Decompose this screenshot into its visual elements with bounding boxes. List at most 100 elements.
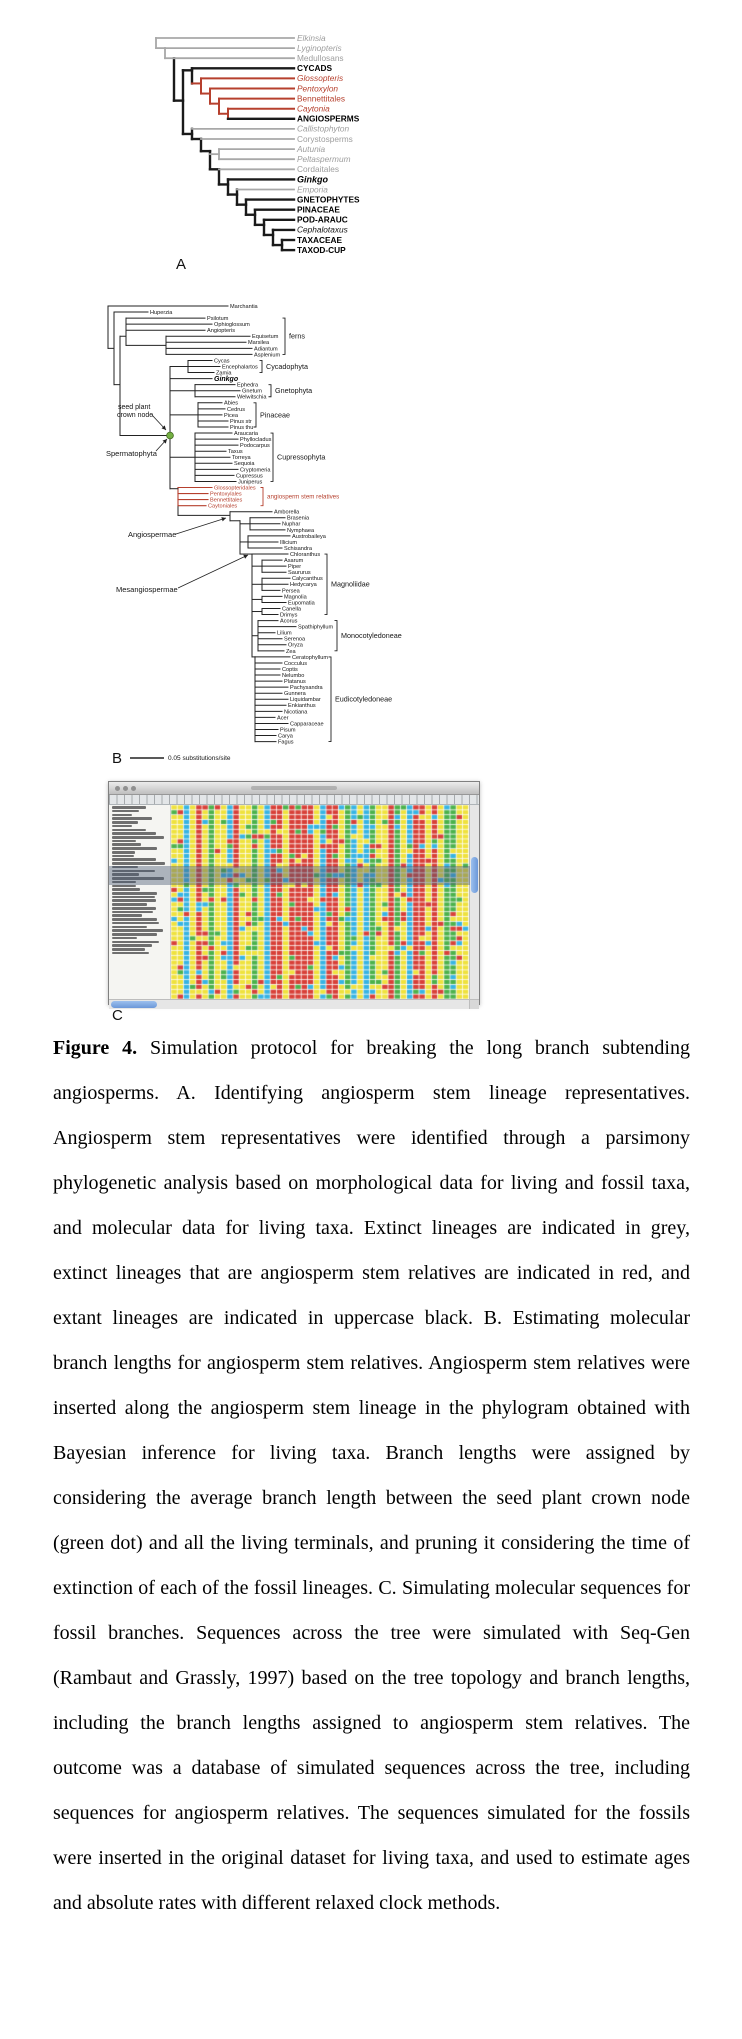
clade-bracket <box>334 620 338 652</box>
taxon-label: Amborella <box>274 510 300 516</box>
sequence-name-bar <box>112 806 146 809</box>
sequence-name-bar <box>112 940 160 944</box>
sequence-name-bar <box>112 921 160 925</box>
taxon-label: Calycanthus <box>292 576 323 582</box>
taxon-label: Cocculus <box>284 661 307 667</box>
sequence-name-bar <box>112 936 138 940</box>
taxon-label: Marsilea <box>248 340 270 346</box>
taxon-label: Taxus <box>228 449 243 455</box>
taxon-label: GNETOPHYTES <box>297 194 360 204</box>
sequence-name-bar <box>112 899 156 903</box>
annotation-label: seed plant <box>118 404 150 411</box>
panel-c-label: C <box>112 1007 123 1024</box>
window-close-button[interactable] <box>115 785 120 791</box>
sequence-name-bar <box>112 925 148 929</box>
sequence-name-bar <box>112 880 136 884</box>
clade-bracket <box>328 656 332 743</box>
clade-label: Gnetophyta <box>275 386 312 395</box>
taxon-label: Nelumbo <box>282 673 304 679</box>
sequence-name-bar <box>112 847 158 850</box>
clade-label: angiosperm stem relatives <box>267 494 339 501</box>
taxon-label: Spathiphyllum <box>298 625 333 631</box>
clade-label: Eudicotyledoneae <box>335 695 392 704</box>
taxon-label: Corystosperms <box>297 134 353 144</box>
clade-bracket <box>324 553 328 615</box>
annotation-arrowhead <box>221 517 226 522</box>
alignment-grid <box>171 805 470 999</box>
panel-b-phylogram: MarchantiaHuperziaPsilotumOphioglossumAn… <box>106 304 402 762</box>
caption-lead: Figure 4. <box>53 1037 138 1059</box>
taxon-label: Marchantia <box>230 304 259 310</box>
taxon-label: Hedycarya <box>290 582 318 588</box>
taxon-label: Drimys <box>280 612 298 618</box>
sequence-name-bar <box>112 809 140 813</box>
taxon-label: Serenoa <box>284 637 306 643</box>
window-titlebar[interactable] <box>109 782 479 795</box>
vertical-scrollbar[interactable] <box>469 805 479 999</box>
taxon-label: Nuphar <box>282 522 300 528</box>
sequence-name-bar <box>112 895 155 899</box>
vertical-scrollbar-thumb[interactable] <box>470 857 478 893</box>
annotation-arrowhead <box>162 439 167 444</box>
clade-bracket <box>259 360 263 373</box>
window-minimize-button[interactable] <box>123 785 128 791</box>
sequence-name-bar <box>112 873 139 876</box>
sequence-name-bar <box>112 865 138 869</box>
taxon-label: Bennettitales <box>297 93 345 103</box>
taxon-label: Capparaceae <box>290 721 324 727</box>
taxon-label: TAXOD-CUP <box>297 245 346 255</box>
sequence-name-bar <box>112 891 157 895</box>
sequence-name-bar <box>112 813 132 817</box>
clade-bracket <box>270 432 274 482</box>
taxon-label: Oryza <box>288 643 304 649</box>
taxon-label: Zamia <box>216 370 232 376</box>
taxon-label: Schisandra <box>284 546 313 552</box>
annotation-label: Mesangiospermae <box>116 585 178 594</box>
sequence-name-bar <box>112 824 133 828</box>
taxon-label: Enkianthus <box>288 703 316 709</box>
taxon-label: Ginkgo <box>214 376 239 383</box>
clade-label: Magnoliidae <box>331 580 370 589</box>
taxon-label: Magnolia <box>284 594 308 600</box>
sequence-name-bar <box>112 944 153 947</box>
taxon-label: Brasenia <box>287 516 310 522</box>
taxon-label: Asplenium <box>254 352 280 358</box>
taxon-label: Pinus str <box>230 419 252 425</box>
panel-a-cladogram: ElkinsiaLyginopterisMedullosansCYCADSGlo… <box>155 33 360 255</box>
window-zoom-button[interactable] <box>131 785 136 791</box>
sequence-name-bar <box>112 929 163 932</box>
annotation-arrow <box>175 517 227 535</box>
sequence-name-bar <box>112 854 135 858</box>
taxon-label: Ginkgo <box>297 174 329 184</box>
annotation-arrow <box>177 554 249 589</box>
clade-label: Cupressophyta <box>277 453 325 462</box>
taxon-label: Liquidambar <box>290 697 321 703</box>
taxon-label: Lilium <box>277 631 292 637</box>
taxon-label: Glossopteris <box>297 73 343 83</box>
taxon-label: Cordaitales <box>297 164 339 174</box>
caption-body: Simulation protocol for breaking the lon… <box>53 1037 690 1914</box>
taxon-label: Lyginopteris <box>297 43 342 53</box>
sequence-name-bar <box>112 933 157 936</box>
scale-bar-label: 0.05 substitutions/site <box>168 755 231 762</box>
clade-label: Pinaceae <box>260 410 290 419</box>
taxon-label: Gunnera <box>284 691 307 697</box>
clade-bracket <box>253 402 257 428</box>
alignment-position-ruler <box>109 795 479 805</box>
horizontal-scrollbar[interactable] <box>109 999 479 1009</box>
taxon-label: Saururus <box>288 570 311 576</box>
taxon-label: Zea <box>286 649 297 655</box>
sequence-name-bar <box>112 843 142 847</box>
taxon-label: Angiopteris <box>207 328 235 334</box>
horizontal-scrollbar-thumb[interactable] <box>111 1000 157 1008</box>
clade-label: Cycadophyta <box>266 362 308 371</box>
taxon-label: Welwitschia <box>237 395 267 401</box>
window-title <box>251 786 337 790</box>
clade-bracket <box>260 487 264 507</box>
taxon-label: Platanus <box>284 679 306 685</box>
taxon-label: Acorus <box>280 619 298 625</box>
taxon-label: Callistophyton <box>297 124 350 134</box>
sequence-name-bar <box>112 869 156 873</box>
taxon-label: Cedrus <box>227 407 245 413</box>
